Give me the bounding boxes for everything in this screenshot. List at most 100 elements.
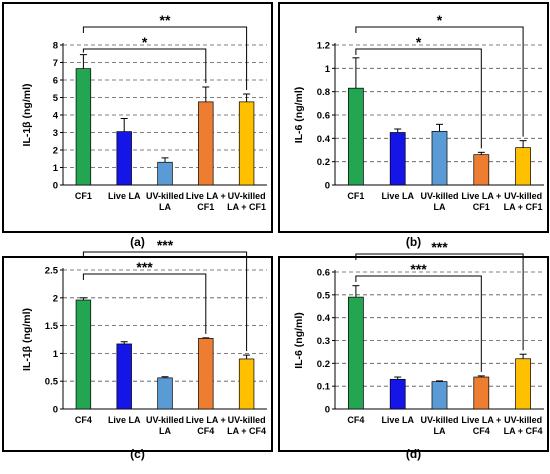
y-tick-label: 3 <box>53 128 58 139</box>
category-label: Live LA <box>108 191 141 201</box>
y-tick-label: 1.2 <box>317 41 330 52</box>
category-label: LA + CF1 <box>227 202 266 212</box>
category-label: CF4 <box>473 426 490 436</box>
y-tick-label: 2 <box>53 293 58 304</box>
category-label: CF4 <box>197 426 214 436</box>
category-label: Live LA <box>381 415 414 425</box>
y-tick-label: 5 <box>53 93 59 104</box>
chart-panel-3: 0 0.5 1 1.5 2 2.5 IL-1β (ng/ml) CF4 Live LA UV-ki… <box>2 237 273 461</box>
category-label: LA <box>434 202 446 212</box>
bar <box>348 87 364 186</box>
y-tick-label: 0 <box>325 181 330 192</box>
significance-marker: *** <box>431 239 448 255</box>
category-label: LA <box>434 426 446 436</box>
bar <box>515 147 531 186</box>
y-tick-label: 1 <box>325 64 331 75</box>
bar <box>389 132 406 186</box>
bar <box>348 296 364 410</box>
category-label: CF4 <box>75 415 92 425</box>
y-tick-label: 0.6 <box>317 111 330 122</box>
y-tick-label: 0.6 <box>317 268 330 279</box>
category-label: CF1 <box>347 191 364 201</box>
panel-border <box>278 256 549 452</box>
significance-marker: *** <box>136 259 153 275</box>
y-tick-label: 0 <box>53 181 58 192</box>
bar <box>473 154 490 186</box>
y-tick-label: 7 <box>53 58 58 69</box>
panel-border <box>278 2 549 233</box>
category-label: Live LA + <box>186 191 226 201</box>
category-label: LA + CF1 <box>504 202 543 212</box>
y-axis-label: IL-6 (ng/ml) <box>293 87 305 144</box>
category-label: UV-killed <box>228 415 266 425</box>
bar <box>431 381 448 410</box>
y-tick-label: 4 <box>53 111 59 122</box>
y-tick-label: 0.2 <box>317 359 330 370</box>
bar <box>116 131 132 186</box>
category-label: LA <box>159 426 171 436</box>
y-tick-label: 1 <box>53 163 59 174</box>
y-tick-label: 0.4 <box>317 134 331 145</box>
y-tick-label: 8 <box>53 41 58 52</box>
y-tick-label: 2.5 <box>45 266 59 277</box>
bar <box>238 101 255 186</box>
y-tick-label: 0.1 <box>317 382 331 393</box>
y-tick-label: 2 <box>53 146 58 157</box>
category-label: UV-killed <box>228 191 266 201</box>
y-tick-label: 0 <box>325 405 330 416</box>
category-label: UV-killed <box>146 191 184 201</box>
chart-panel-4: 00.10.20.30.40.50.6IL-6 (ng/ml)CF4 Live L… <box>278 239 549 461</box>
significance-bracket <box>82 273 207 334</box>
category-label: CF4 <box>347 415 364 425</box>
significance-marker: *** <box>410 261 427 277</box>
category-label: LA + CF4 <box>227 426 266 436</box>
significance-bracket <box>82 251 248 352</box>
category-label: CF1 <box>197 202 214 212</box>
category-label: CF1 <box>473 202 490 212</box>
bar <box>473 376 490 410</box>
significance-bracket <box>355 253 524 351</box>
category-label: UV-killed <box>504 415 542 425</box>
y-tick-label: 0.2 <box>317 157 330 168</box>
panel-label: (b) <box>406 235 421 249</box>
y-tick-label: 0.3 <box>317 336 330 347</box>
bar <box>157 161 173 186</box>
category-label: UV-killed <box>420 415 458 425</box>
bar <box>198 338 214 410</box>
significance-marker: *** <box>157 237 174 253</box>
y-axis-label: IL-1β (ng/ml) <box>21 308 33 371</box>
bar <box>431 130 448 186</box>
category-label: LA + CF4 <box>504 426 543 436</box>
category-label: UV-killed <box>420 191 458 201</box>
significance-bracket <box>355 48 482 149</box>
significance-bracket <box>82 48 207 83</box>
panel-border <box>2 256 273 452</box>
y-axis-label: IL-1β (ng/ml) <box>21 84 33 147</box>
significance-bracket <box>355 275 482 372</box>
y-tick-label: 0.5 <box>317 290 331 301</box>
y-tick-label: 0 <box>53 405 58 416</box>
category-label: UV-killed <box>146 415 184 425</box>
significance-marker: * <box>437 12 443 28</box>
bar <box>75 68 92 186</box>
bar <box>157 377 173 410</box>
bar <box>116 343 132 410</box>
category-label: LA <box>159 202 171 212</box>
panel-label: (c) <box>130 447 145 461</box>
category-label: Live LA + <box>186 415 226 425</box>
chart-panel-2: 0 0.2 0.4 0.6 0.8 1 1.2 IL-6 (ng/ml) CF1 Live LA U… <box>278 2 549 249</box>
significance-bracket <box>82 26 248 90</box>
significance-marker: * <box>142 34 148 50</box>
category-label: CF1 <box>75 191 92 201</box>
panel-label: (a) <box>130 235 145 249</box>
y-tick-label: 1 <box>53 349 59 360</box>
significance-bracket <box>355 26 524 137</box>
significance-marker: * <box>416 34 422 50</box>
bar <box>75 299 92 410</box>
y-axis-label: IL-6 (ng/ml) <box>293 312 305 369</box>
bar <box>198 101 214 186</box>
category-label: UV-killed <box>504 191 542 201</box>
y-tick-label: 1.5 <box>45 321 59 332</box>
